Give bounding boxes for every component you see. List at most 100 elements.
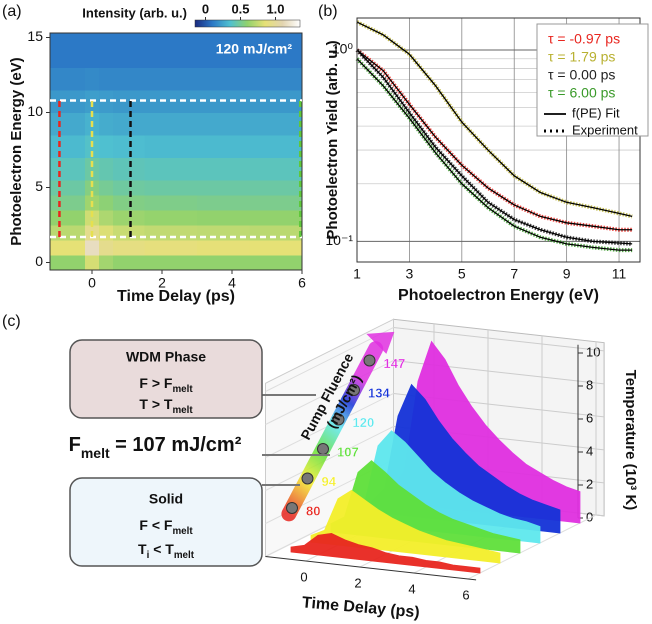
panel-label: (a) (2, 3, 22, 20)
heat-cell (50, 135, 72, 158)
colorbar-tick-label: 1.0 (266, 1, 284, 16)
x-tick-label: 3 (406, 266, 414, 282)
heat-cell (50, 240, 72, 256)
heat-cell (197, 180, 250, 196)
heat-cell (99, 33, 114, 68)
fit-line (356, 49, 633, 231)
x-tick-label: 4 (408, 581, 415, 596)
z-tick-label: 4 (586, 443, 593, 458)
heat-cell (113, 33, 145, 68)
heat-cell (99, 180, 114, 196)
heat-cell (249, 180, 303, 196)
y-tick-label: 0 (35, 253, 43, 269)
heat-cell (85, 180, 100, 196)
heat-cell (113, 240, 145, 256)
heat-cell (144, 112, 198, 136)
x-axis-label: Time Delay (ps) (301, 594, 420, 621)
plot-frame (356, 17, 641, 263)
x-tick-label: 0 (88, 275, 96, 291)
text-run: T > T (139, 396, 173, 412)
y-tick-label: 5 (35, 178, 43, 194)
y-tick-label: 15 (27, 28, 43, 44)
y-axis-label: Photoelectron Energy (eV) (8, 57, 25, 245)
heat-cell (197, 157, 250, 181)
heat-cell (197, 210, 250, 226)
text-run: T (138, 541, 147, 557)
heat-cell (249, 67, 303, 91)
heat-cell (144, 180, 198, 196)
heat-cell (85, 210, 100, 226)
heat-cell (113, 180, 145, 196)
legend-entry: f(PE) Fit (572, 105, 620, 120)
panel-label: (b) (318, 3, 338, 20)
x-axis-label: Photoelectron Energy (eV) (398, 287, 599, 304)
heat-cell (144, 157, 198, 181)
box-title: WDM Phase (126, 349, 206, 365)
z-tick-label: 0 (586, 509, 593, 524)
heat-cell (249, 112, 303, 136)
temperature-profile (290, 532, 481, 574)
heat-cell (144, 33, 198, 68)
z-tick-label: 6 (586, 410, 593, 425)
heat-cell (99, 90, 114, 113)
text-run: F < F (139, 517, 173, 533)
text-run: = 107 mJ/cm² (110, 434, 242, 456)
heat-cell (249, 195, 303, 211)
fluence-marker (348, 384, 360, 396)
x-axis-label: Time Delay (ps) (117, 288, 235, 305)
fluence-label: 80 (306, 503, 320, 518)
legend-entry: τ = 6.00 ps (548, 85, 615, 101)
colorbar (194, 19, 301, 28)
y-axis-label: Photoelectron Yield (arb. u.) (324, 40, 341, 239)
heat-cell (99, 195, 114, 211)
heat-cell (197, 67, 250, 91)
x-tick-label: 7 (510, 266, 518, 282)
legend-entry: τ = 0.00 ps (548, 67, 615, 83)
heat-cell (50, 210, 72, 226)
legend-box (536, 23, 649, 137)
heat-cell (71, 180, 86, 196)
heat-cell (85, 240, 100, 256)
fluence-label: 134 (368, 385, 390, 400)
y-tick-label: 10⁻¹ (325, 232, 353, 248)
x-tick-label: 4 (228, 275, 236, 291)
fit-line (356, 58, 633, 251)
x-tick-label: 5 (458, 266, 466, 282)
wdm-box (69, 339, 263, 419)
text-run: < T (149, 541, 174, 557)
heat-cell (71, 90, 86, 113)
x-axis (265, 556, 477, 581)
heat-cell (50, 180, 72, 196)
fluence-marker (363, 354, 376, 367)
heat-cell (50, 67, 72, 91)
grid-line (393, 327, 605, 352)
z-tick-label: 10 (586, 344, 600, 359)
heat-cell (113, 112, 145, 136)
heat-cell (71, 33, 86, 68)
heat-cell (144, 135, 198, 158)
heat-cell (249, 33, 303, 68)
box-text: F < Fmelt (139, 517, 193, 537)
subscript: melt (172, 526, 193, 537)
legend-entry: τ = 1.79 ps (548, 49, 615, 65)
heat-cell (71, 195, 86, 211)
heat-cell (99, 112, 114, 136)
y-tick-label: 10⁰ (332, 41, 354, 57)
heat-cell (249, 240, 303, 256)
z-axis-label: Temperature (10³ K) (622, 370, 639, 511)
heat-cell (197, 255, 250, 271)
heat-cell (197, 112, 250, 136)
x-tick-label: 2 (158, 275, 166, 291)
z-tick-label: 8 (586, 377, 593, 392)
heat-cell (85, 255, 100, 271)
heat-cell (197, 33, 250, 68)
heat-cell (249, 157, 303, 181)
heat-cell (50, 33, 72, 68)
x-tick-label: 1 (353, 266, 361, 282)
subscript: melt (81, 445, 110, 461)
colorbar-tick-label: 0.5 (231, 1, 249, 16)
heat-cell (197, 195, 250, 211)
subscript: melt (172, 405, 193, 416)
y-tick-label: 10 (27, 103, 43, 119)
